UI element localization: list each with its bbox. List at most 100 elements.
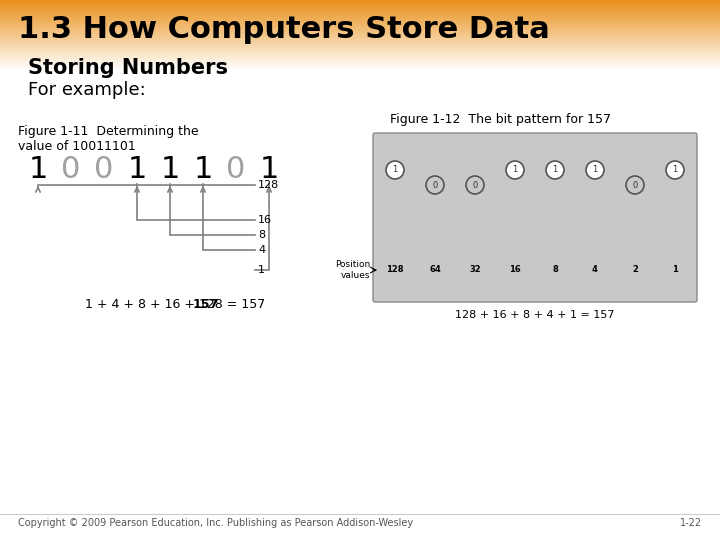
Bar [0,12,720,13]
Bar [0,39,720,40]
Bar [0,13,720,14]
Text: 0: 0 [94,156,114,185]
Text: Storing Numbers: Storing Numbers [28,58,228,78]
Bar [0,9,720,10]
Bar [0,23,720,24]
Bar [0,30,720,31]
Bar [0,21,720,22]
Text: 128: 128 [258,180,279,190]
Bar [0,28,720,29]
Bar [0,49,720,50]
Bar [0,58,720,59]
Bar [0,34,720,35]
Bar [0,63,720,64]
Text: 4: 4 [258,245,265,255]
Text: 2: 2 [632,266,638,274]
Bar [0,17,720,18]
Text: 4: 4 [592,266,598,274]
Text: Copyright © 2009 Pearson Education, Inc. Publishing as Pearson Addison-Wesley: Copyright © 2009 Pearson Education, Inc.… [18,518,413,528]
Bar [0,41,720,42]
Text: 8: 8 [552,266,558,274]
Text: 32: 32 [469,266,481,274]
Bar [0,46,720,47]
Bar [0,19,720,20]
Circle shape [386,161,404,179]
Bar [0,44,720,45]
Bar [0,20,720,21]
Bar [0,18,720,19]
Bar [0,38,720,39]
Bar [0,2,720,3]
Bar [0,27,720,28]
Bar [0,47,720,48]
Bar [0,43,720,44]
Bar [0,4,720,5]
Text: For example:: For example: [28,81,145,99]
Text: 1: 1 [161,156,180,185]
Bar [0,24,720,25]
Bar [0,69,720,70]
Text: 1: 1 [672,165,678,174]
Circle shape [466,176,484,194]
Bar [0,40,720,41]
Bar [0,62,720,63]
Circle shape [546,161,564,179]
Circle shape [506,161,524,179]
Bar [0,64,720,65]
Text: 1-22: 1-22 [680,518,702,528]
Text: 128 + 16 + 8 + 4 + 1 = 157: 128 + 16 + 8 + 4 + 1 = 157 [455,310,615,320]
Bar [0,61,720,62]
Bar [0,54,720,55]
Bar [0,52,720,53]
Text: 1: 1 [127,156,147,185]
Bar [0,1,720,2]
Circle shape [666,161,684,179]
Bar [0,32,720,33]
Circle shape [586,161,604,179]
Bar [0,22,720,23]
Bar [0,5,720,6]
Bar [0,68,720,69]
Text: Figure 1-12  The bit pattern for 157: Figure 1-12 The bit pattern for 157 [390,113,611,126]
Text: 1: 1 [552,165,557,174]
Bar [0,14,720,15]
Bar [0,59,720,60]
Text: 0: 0 [226,156,246,185]
Text: 0: 0 [632,180,638,190]
Text: 157: 157 [193,299,220,312]
Text: 1: 1 [513,165,518,174]
Bar [0,42,720,43]
Text: 16: 16 [509,266,521,274]
Bar [0,67,720,68]
Bar [0,55,720,56]
Bar [0,48,720,49]
Bar [0,15,720,16]
Bar [0,57,720,58]
Bar [0,56,720,57]
Text: 16: 16 [258,215,272,225]
Bar [0,60,720,61]
Text: 0: 0 [433,180,438,190]
Text: 0: 0 [61,156,81,185]
Text: 1: 1 [258,265,265,275]
Bar [0,37,720,38]
Bar [0,53,720,54]
Circle shape [626,176,644,194]
Bar [0,65,720,66]
FancyBboxPatch shape [373,133,697,302]
Bar [0,29,720,30]
Text: 1: 1 [672,266,678,274]
Bar [0,51,720,52]
Bar [0,36,720,37]
Text: 1.3 How Computers Store Data: 1.3 How Computers Store Data [18,16,550,44]
Bar [0,31,720,32]
Bar [0,33,720,34]
Bar [0,35,720,36]
Bar [0,26,720,27]
Text: 1: 1 [259,156,279,185]
Text: 1: 1 [392,165,397,174]
Text: 1: 1 [593,165,598,174]
Bar [0,0,720,1]
Bar [0,6,720,7]
Text: 1 + 4 + 8 + 16 + 128 = 157: 1 + 4 + 8 + 16 + 128 = 157 [85,299,265,312]
